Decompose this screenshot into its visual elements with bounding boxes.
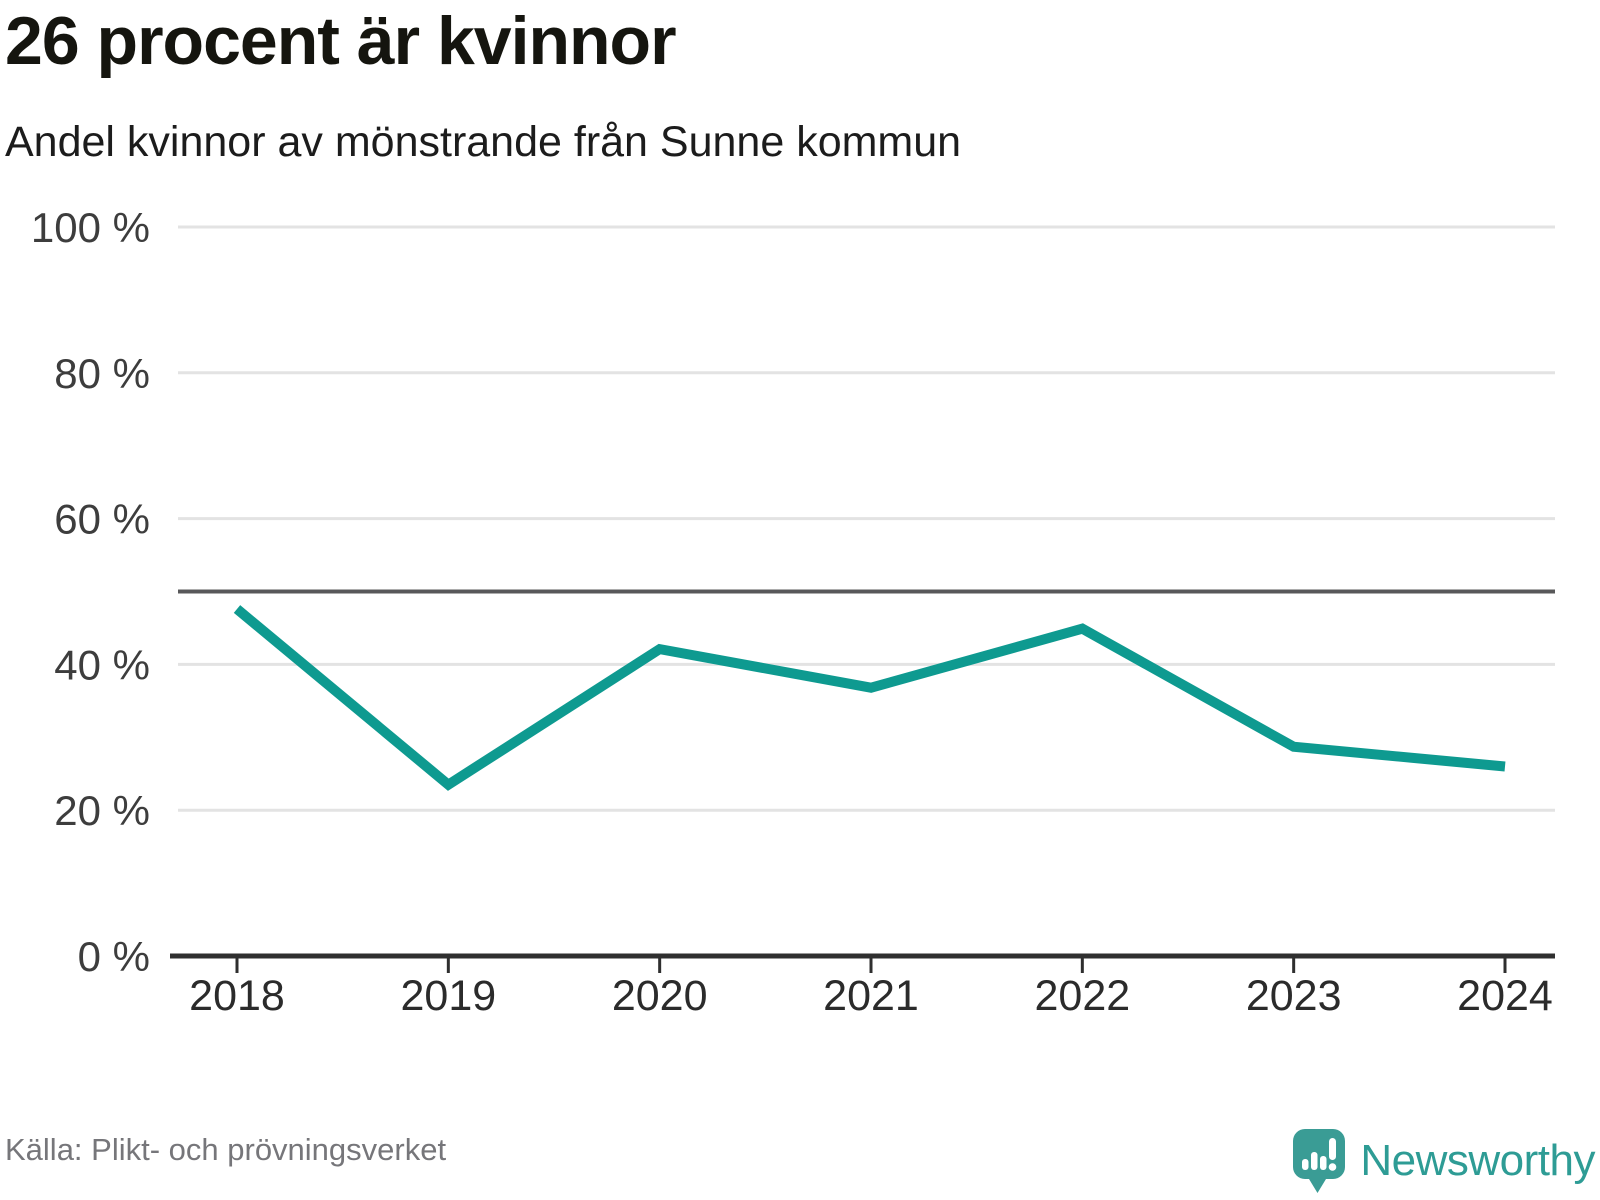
y-axis-label-80: 80 %	[54, 350, 150, 397]
y-axis-label-60: 60 %	[54, 496, 150, 543]
source-note: Källa: Plikt- och prövningsverket	[5, 1132, 447, 1167]
x-axis-label-2019: 2019	[400, 972, 496, 1020]
x-axis-label-2024: 2024	[1457, 972, 1553, 1020]
data-line-andel-kvinnor	[233, 605, 1506, 791]
x-axis-label-2020: 2020	[612, 972, 708, 1020]
bar-3	[1320, 1156, 1327, 1170]
bar-1	[1302, 1159, 1309, 1170]
chart-subtitle: Andel kvinnor av mönstrande från Sunne k…	[5, 118, 962, 166]
y-axis-label-20: 20 %	[54, 787, 150, 834]
newsworthy-logo: Newsworthy	[1292, 1128, 1595, 1194]
newsworthy-pin-icon	[1293, 1129, 1346, 1193]
y-axis-label-100: 100 %	[31, 204, 150, 251]
x-axis-label-2021: 2021	[823, 972, 919, 1020]
exclamation-bar	[1329, 1138, 1337, 1160]
y-axis-label-40: 40 %	[54, 641, 150, 688]
x-axis-label-2018: 2018	[189, 972, 285, 1020]
pin-shape	[1293, 1129, 1346, 1193]
exclamation-dot	[1329, 1163, 1337, 1171]
chart-title: 26 procent är kvinnor	[5, 3, 677, 79]
x-axis-label-2022: 2022	[1034, 972, 1130, 1020]
bar-2	[1311, 1152, 1318, 1170]
x-axis-label-2023: 2023	[1246, 972, 1342, 1020]
newsworthy-wordmark: Newsworthy	[1360, 1136, 1595, 1185]
y-axis-label-0: 0 %	[78, 933, 150, 980]
